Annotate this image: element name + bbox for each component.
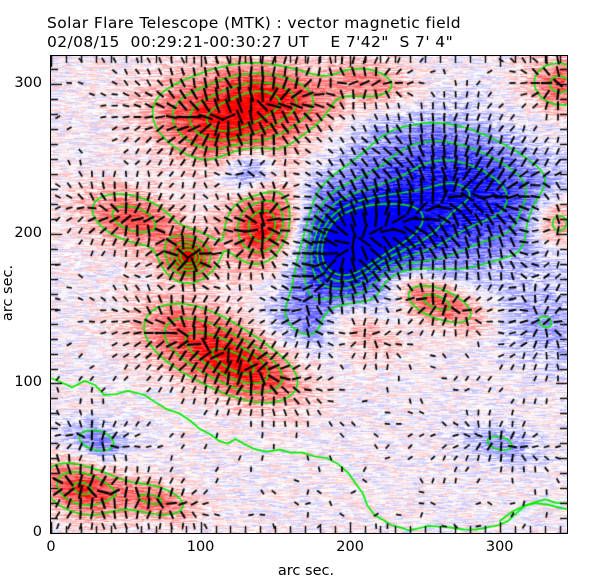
x-tick-label: 300 — [485, 539, 514, 555]
y-tick-label: 100 — [14, 374, 42, 391]
x-axis-title: arc sec. — [277, 563, 335, 579]
y-axis-title: arc sec. — [0, 264, 16, 322]
vector-magnetic-field-map — [51, 56, 567, 533]
x-tick-label: 200 — [336, 539, 364, 555]
x-tick-label: 100 — [186, 539, 215, 555]
y-tick-label: 300 — [14, 75, 42, 92]
figure-subtitle: 02/08/15 00:29:21-00:30:27 UT E 7'42" S … — [47, 33, 454, 51]
y-tick-label: 200 — [14, 224, 42, 241]
x-tick-label: 0 — [46, 539, 56, 555]
figure-title: Solar Flare Telescope (MTK) : vector mag… — [47, 14, 461, 32]
plot-area — [50, 55, 568, 534]
y-tick-label: 0 — [32, 524, 42, 540]
